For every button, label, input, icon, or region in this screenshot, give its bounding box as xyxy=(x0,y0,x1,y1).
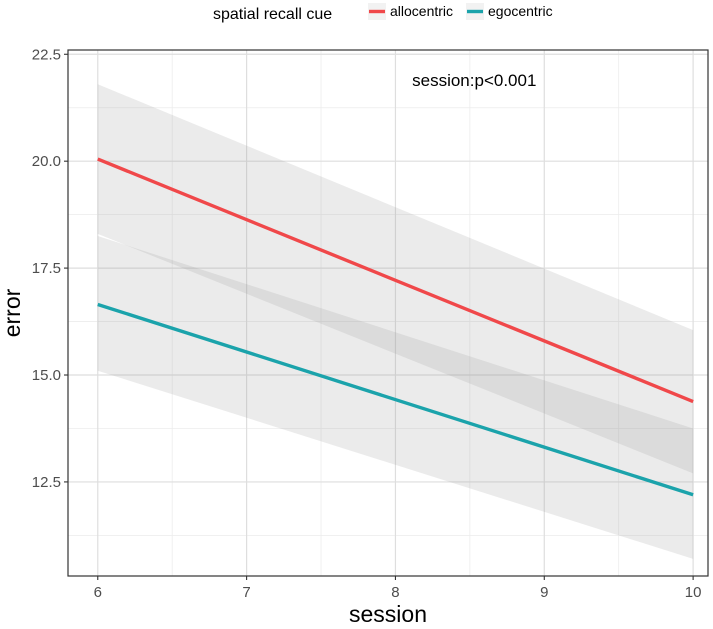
y-tick-label: 15.0 xyxy=(32,367,61,384)
plot-border xyxy=(67,49,709,577)
line-egocentric xyxy=(97,302,694,497)
plot-panel xyxy=(68,50,708,576)
y-tick-label: 12.5 xyxy=(32,474,61,491)
y-tick-label: 22.5 xyxy=(32,46,61,63)
major-gridlines xyxy=(68,50,708,576)
legend-label-allocentric: allocentric xyxy=(390,3,453,19)
x-tick-label: 9 xyxy=(540,584,548,601)
y-tick-label: 20.0 xyxy=(32,153,61,170)
plot-frame xyxy=(67,49,709,577)
plot-background xyxy=(68,50,708,576)
x-tick-label: 6 xyxy=(94,584,102,601)
legend: spatial recall cue allocentric egocentric xyxy=(213,3,553,23)
x-tick-label: 10 xyxy=(685,584,702,601)
x-tick-label: 8 xyxy=(391,584,399,601)
annotation-text: session:p<0.001 xyxy=(412,71,536,90)
x-axis-title: session xyxy=(349,601,427,627)
regression-lines xyxy=(97,157,694,497)
x-tick-label: 7 xyxy=(242,584,250,601)
legend-label-egocentric: egocentric xyxy=(488,3,553,19)
confidence-band-egocentric xyxy=(97,236,694,559)
minor-gridlines xyxy=(68,50,708,576)
legend-title: spatial recall cue xyxy=(213,6,332,23)
y-axis-title: error xyxy=(0,288,25,337)
y-tick-label: 17.5 xyxy=(32,260,61,277)
axis-ticks: 6 7 8 9 10 12.5 15.0 17.5 20.0 22.5 xyxy=(32,46,702,601)
line-allocentric xyxy=(97,157,694,404)
